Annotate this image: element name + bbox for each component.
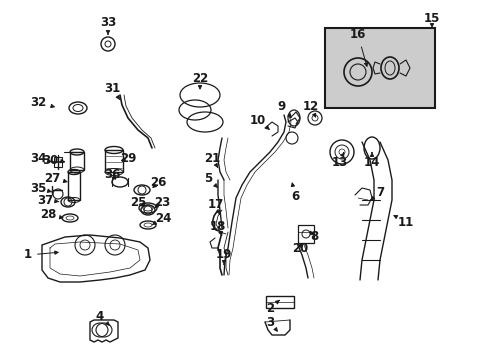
Text: 24: 24 — [152, 211, 171, 225]
Text: 32: 32 — [30, 95, 54, 108]
Text: 36: 36 — [103, 168, 120, 181]
Bar — [54, 157, 62, 167]
Text: 16: 16 — [349, 28, 367, 66]
Bar — [325, 28, 434, 108]
Text: 29: 29 — [120, 152, 136, 165]
Text: 37: 37 — [37, 194, 59, 207]
Text: 1: 1 — [24, 248, 58, 261]
Text: 20: 20 — [291, 242, 307, 255]
Bar — [265, 296, 293, 308]
Bar — [297, 225, 313, 243]
Text: 7: 7 — [370, 186, 383, 200]
Text: 30: 30 — [42, 153, 64, 166]
Text: 34: 34 — [30, 152, 52, 165]
Text: 35: 35 — [30, 181, 52, 194]
Text: 17: 17 — [207, 198, 224, 215]
Text: 18: 18 — [209, 220, 226, 235]
Text: 26: 26 — [149, 176, 166, 189]
Text: 3: 3 — [265, 315, 277, 331]
Text: 12: 12 — [302, 100, 319, 117]
Text: 31: 31 — [103, 81, 120, 100]
Text: 22: 22 — [191, 72, 208, 89]
Text: 33: 33 — [100, 15, 116, 34]
Text: 28: 28 — [40, 208, 63, 221]
Text: 11: 11 — [393, 216, 413, 229]
Text: 14: 14 — [363, 153, 379, 168]
Text: 25: 25 — [129, 195, 146, 208]
Text: 13: 13 — [331, 153, 347, 168]
Bar — [325, 28, 434, 108]
Text: 19: 19 — [215, 248, 232, 264]
Bar — [68, 172, 80, 200]
Text: 23: 23 — [154, 195, 170, 208]
Bar — [105, 150, 123, 172]
Text: 5: 5 — [203, 171, 217, 187]
Text: 8: 8 — [309, 230, 318, 243]
Text: 10: 10 — [249, 113, 269, 129]
Text: 9: 9 — [277, 100, 291, 117]
Text: 21: 21 — [203, 152, 220, 167]
Text: 15: 15 — [423, 12, 439, 27]
Text: 2: 2 — [265, 300, 279, 315]
Text: 27: 27 — [44, 171, 67, 184]
Text: 6: 6 — [290, 183, 299, 202]
Bar — [70, 152, 84, 170]
Text: 4: 4 — [96, 310, 109, 325]
